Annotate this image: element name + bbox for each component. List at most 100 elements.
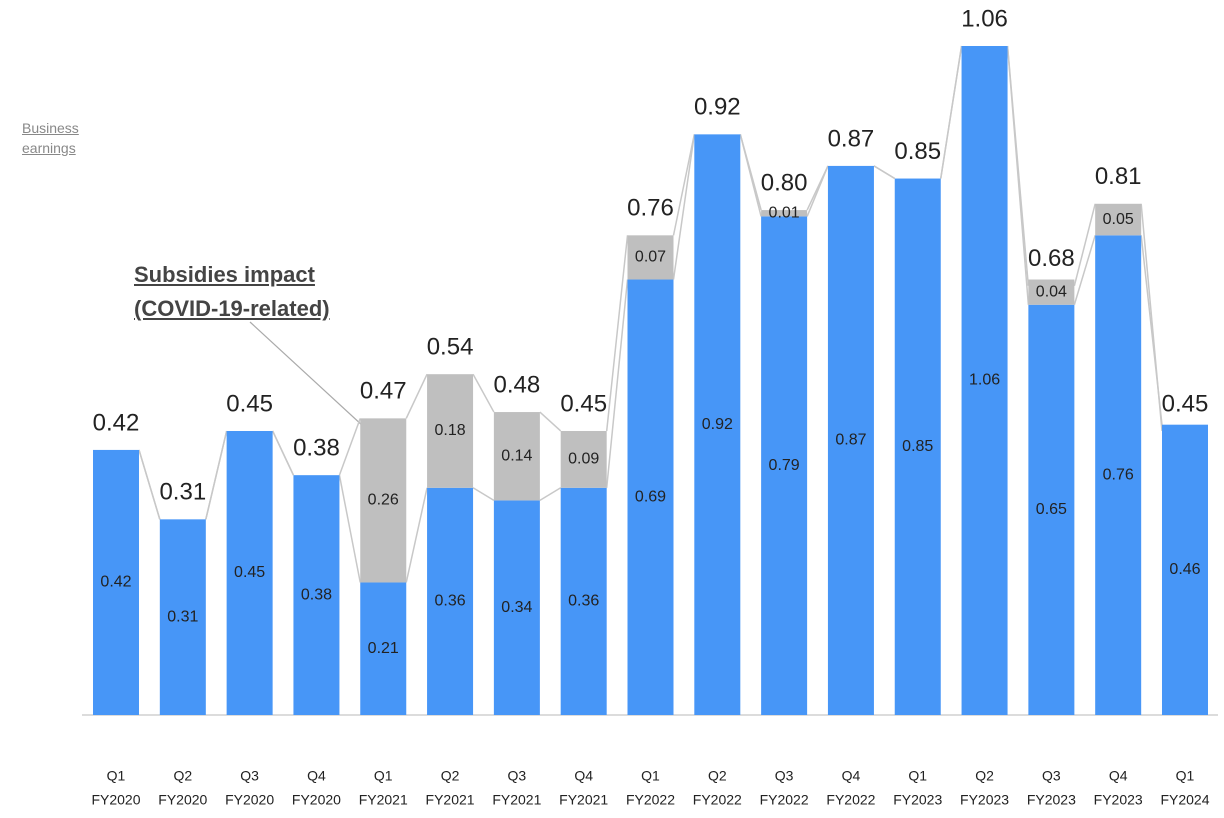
connector-line (539, 411, 562, 432)
x-tick-label: Q4 (842, 768, 861, 784)
connector-line (873, 165, 896, 180)
x-tick-label: Q2 (975, 768, 994, 784)
x-tick-label: FY2020 (91, 792, 140, 808)
x-tick-label: FY2021 (559, 792, 608, 808)
segment-label: 0.45 (234, 564, 265, 581)
bar-segment (493, 500, 540, 715)
x-tick-label: Q1 (908, 768, 927, 784)
x-tick-label: Q3 (775, 768, 794, 784)
bar-segment (1161, 424, 1208, 715)
x-tick-label: Q1 (374, 768, 393, 784)
total-label: 0.80 (761, 169, 808, 196)
x-tick-label: Q2 (173, 768, 192, 784)
connector-line (739, 134, 762, 211)
bar-segment (493, 412, 540, 501)
segment-label: 0.26 (368, 492, 399, 509)
connector-line (271, 430, 295, 476)
segment-label: 0.85 (902, 438, 933, 455)
x-tick-label: Q2 (441, 768, 460, 784)
total-label: 0.68 (1028, 245, 1075, 272)
total-label: 1.06 (961, 5, 1008, 32)
x-tick-label: Q4 (307, 768, 326, 784)
total-label: 0.81 (1095, 163, 1142, 190)
connector-line (472, 373, 495, 413)
connector-line (338, 418, 361, 476)
segment-label: 0.05 (1103, 211, 1134, 228)
segment-label: 0.38 (301, 586, 332, 603)
connector-line (605, 235, 629, 432)
bar-segment (894, 178, 941, 716)
x-tick-label: FY2023 (1027, 792, 1076, 808)
x-tick-label: FY2020 (292, 792, 341, 808)
total-label: 0.42 (93, 409, 140, 436)
connector-line (1140, 203, 1163, 432)
connector-line (205, 430, 228, 520)
segment-label: 0.76 (1103, 466, 1134, 483)
x-tick-label: Q2 (708, 768, 727, 784)
connector-line (1073, 235, 1096, 305)
connector-line (1006, 45, 1030, 286)
bar-segment (627, 235, 674, 280)
connector-line (806, 165, 829, 211)
bar-segment (627, 279, 674, 715)
x-tick-label: Q1 (1176, 768, 1195, 784)
bar-segment (427, 487, 474, 715)
bar-segment (1095, 235, 1142, 715)
total-label: 0.47 (360, 378, 407, 405)
bar-segment (1095, 203, 1142, 236)
x-tick-label: FY2022 (826, 792, 875, 808)
segment-label: 1.06 (969, 372, 1000, 389)
x-tick-label: Q4 (574, 768, 593, 784)
segment-label: 0.46 (1169, 561, 1200, 578)
connector-line (672, 134, 696, 236)
segment-label: 0.65 (1036, 501, 1067, 518)
segment-label: 0.14 (501, 447, 532, 464)
connector-line (940, 45, 963, 179)
x-tick-label: FY2023 (893, 792, 942, 808)
connector-line (405, 373, 428, 419)
x-tick-label: Q4 (1109, 768, 1128, 784)
x-tick-label: Q3 (240, 768, 259, 784)
total-label: 0.92 (694, 94, 741, 121)
connector-line (338, 475, 361, 583)
x-tick-label: Q1 (107, 768, 126, 784)
x-tick-label: Q1 (641, 768, 660, 784)
segment-label: 0.92 (702, 416, 733, 433)
bar-segment (761, 210, 808, 217)
connector-line (138, 449, 161, 520)
bar-segment (1028, 279, 1075, 305)
bar-segment (427, 374, 474, 488)
bar-segment (360, 582, 407, 715)
bar-segment (93, 449, 140, 715)
bar-segment (694, 134, 741, 715)
bar-segment (560, 487, 607, 715)
segment-label: 0.01 (769, 204, 800, 221)
segment-label: 0.36 (568, 593, 599, 610)
segment-label: 0.36 (434, 593, 465, 610)
segment-label: 0.34 (501, 599, 532, 616)
total-label: 0.31 (159, 479, 206, 506)
x-tick-label: FY2021 (359, 792, 408, 808)
segment-label: 0.69 (635, 488, 666, 505)
x-tick-label: Q3 (1042, 768, 1061, 784)
total-label: 0.45 (226, 390, 273, 417)
bar-segment (827, 165, 874, 715)
x-tick-label: FY2024 (1160, 792, 1209, 808)
segment-label: 0.07 (635, 249, 666, 266)
bar-segment (560, 430, 607, 488)
segment-label: 0.04 (1036, 283, 1067, 300)
connector-line (1073, 203, 1096, 287)
total-label: 0.45 (1162, 390, 1209, 417)
segment-label: 0.79 (769, 457, 800, 474)
total-label: 0.38 (293, 435, 340, 462)
bar-segment (360, 418, 407, 583)
segment-label: 0.21 (368, 640, 399, 657)
bar-segment (1028, 304, 1075, 715)
total-label: 0.45 (560, 390, 607, 417)
connector-line (605, 279, 629, 488)
series-label: Subsidies impact (COVID-19-related) (134, 262, 330, 321)
bar-segment (961, 46, 1008, 715)
bar-segment (226, 430, 273, 715)
